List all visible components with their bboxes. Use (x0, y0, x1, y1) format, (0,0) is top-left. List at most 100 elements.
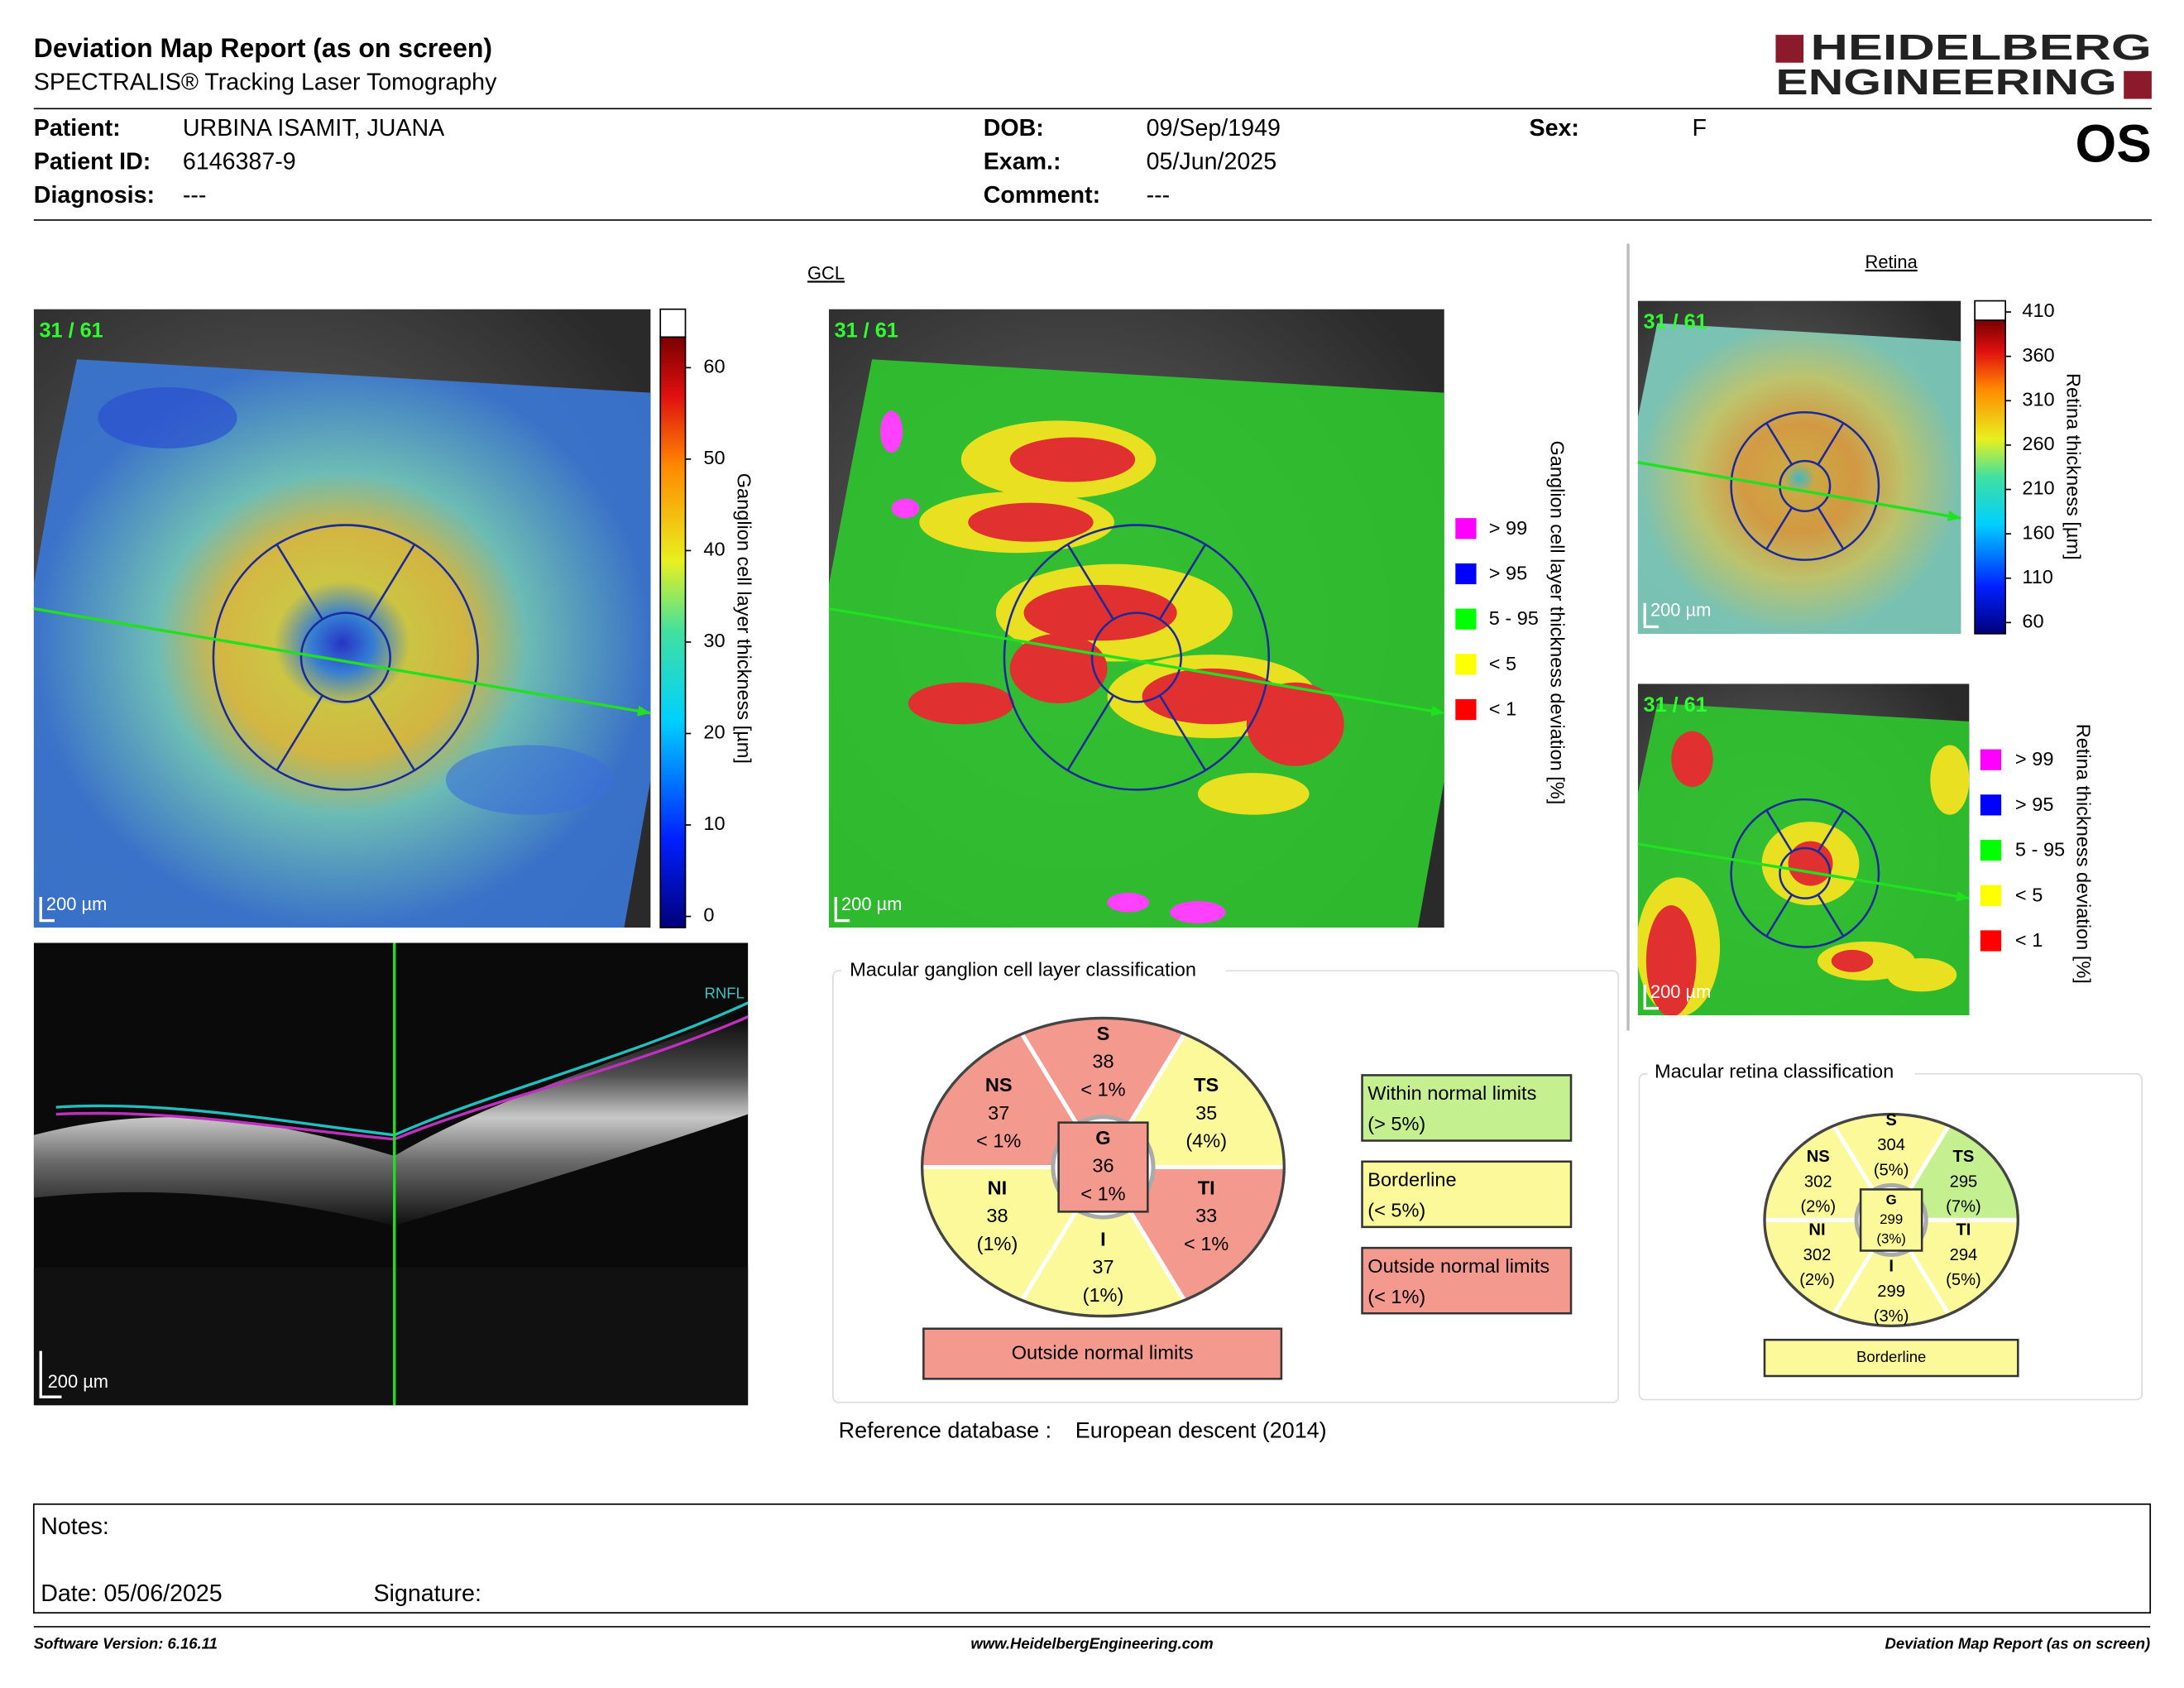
sector-name: TI (1956, 1220, 1971, 1239)
panel-title: Macular ganglion cell layer classificati… (850, 958, 1196, 980)
deviation-area (1170, 901, 1226, 923)
scale-bar (39, 896, 55, 923)
deviation-axis-label: Retina thickness deviation [%] (2073, 724, 2095, 984)
grid-circle (299, 611, 391, 703)
grid-spoke (1066, 544, 1114, 621)
legend-swatch (1980, 930, 2002, 952)
sector-name: NI (1808, 1220, 1825, 1239)
grid-circle (1779, 846, 1832, 899)
colorbar-tick-label: 30 (703, 630, 725, 651)
legend-label: > 95 (1489, 563, 1528, 584)
sector-percent: (5%) (1946, 1271, 1981, 1289)
colorbar-cap (659, 308, 687, 338)
layer-label: RNFL (704, 985, 744, 1002)
scale-label: 200 µm (1650, 981, 1711, 1002)
legend-label: Borderline (1367, 1169, 1456, 1191)
legend-label: < 1 (1489, 698, 1516, 720)
eye-label: OS (2075, 113, 2151, 173)
result-label: Outside normal limits (1012, 1341, 1194, 1363)
patient-info: Patient: URBINA ISAMIT, JUANA Patient ID: 6… (34, 115, 1707, 209)
legend-swatch (1980, 839, 2002, 861)
sector-name: NS (1807, 1148, 1830, 1166)
sector-percent: (7%) (1946, 1198, 1981, 1216)
scan-arrow (1430, 705, 1444, 717)
signature-label: Signature: (373, 1580, 481, 1607)
deviation-area (968, 502, 1094, 542)
grid-spoke (1817, 422, 1845, 466)
scale-bar (39, 1350, 62, 1398)
reference-value: European descent (2014) (1075, 1417, 1327, 1442)
legend-range: (< 1%) (1367, 1286, 1425, 1307)
grid-circle (1730, 410, 1880, 561)
colorbar-tick-label: 20 (703, 722, 725, 743)
result-label: Borderline (1856, 1348, 1926, 1365)
logo-square (2124, 70, 2152, 99)
grid-spoke (275, 694, 323, 771)
scan-line (33, 607, 651, 715)
field-label: Sex: (1530, 115, 1579, 141)
report-subtitle: SPECTRALIS® Tracking Laser Tomography (34, 70, 497, 96)
field-label: Patient: (34, 115, 121, 141)
legend-label: < 5 (2015, 884, 2043, 905)
sector-name: G (1886, 1192, 1897, 1207)
scale-bar (1643, 985, 1660, 1010)
field-value: 09/Sep/1949 (1147, 115, 1281, 141)
sector-name: I (1889, 1257, 1894, 1275)
scale-label: 200 µm (48, 1371, 108, 1392)
sector-name: I (1100, 1229, 1106, 1250)
gcl-thickness-map (33, 309, 651, 928)
sector-value: 38 (1092, 1051, 1114, 1072)
scan-label: 31 / 61 (40, 319, 103, 342)
colorbar-label: Ganglion cell layer thickness [µm] (733, 473, 754, 764)
sector-value: 37 (988, 1102, 1009, 1124)
deviation-area (1009, 437, 1136, 482)
sector-percent: (4%) (1185, 1129, 1227, 1151)
grid-spoke (367, 544, 416, 621)
deviation-area (1142, 668, 1281, 725)
scale-label: 200 µm (1650, 600, 1711, 621)
colorbar-tick-label: 310 (2022, 388, 2054, 410)
legend-label: Within normal limits (1367, 1082, 1536, 1104)
logo-square (1775, 35, 1804, 63)
sector-value: 37 (1092, 1256, 1114, 1278)
sector-value: 302 (1803, 1246, 1832, 1264)
grid-spoke (1817, 506, 1845, 550)
field-label: DOB: (984, 115, 1044, 141)
footer-text: Deviation Map Report (as on screen) (1885, 1635, 2150, 1652)
scale-bar (834, 896, 850, 923)
legend-label: 5 - 95 (2015, 839, 2065, 861)
colorbar-tick-label: 210 (2022, 477, 2054, 499)
sector-value: 33 (1195, 1205, 1217, 1226)
legend-box (1361, 1160, 1573, 1229)
colorbar-label: Retina thickness [µm] (2063, 373, 2085, 560)
legend-swatch (1455, 518, 1477, 539)
colorbar-tick-label: 60 (703, 356, 725, 377)
grid-circle (212, 524, 479, 791)
deviation-area (1671, 731, 1713, 787)
sector-percent: (1%) (1083, 1284, 1124, 1306)
sector-name: G (1095, 1127, 1110, 1149)
sector-percent: (2%) (1800, 1198, 1836, 1216)
reference-label: Reference database : (839, 1417, 1051, 1442)
legend-box (1361, 1246, 1573, 1315)
scan-label: 31 / 61 (1644, 310, 1707, 333)
colorbar-tick-label: 360 (2022, 344, 2054, 366)
grid-spoke (1765, 809, 1794, 853)
sector-percent: (1%) (977, 1233, 1018, 1254)
sector-value: 294 (1950, 1246, 1978, 1264)
sector-percent: < 1% (1080, 1078, 1125, 1100)
colorbar-tick-label: 260 (2022, 433, 2054, 454)
grid-circle (1003, 524, 1271, 791)
legend-swatch (1455, 563, 1477, 585)
deviation-area (1831, 949, 1874, 972)
deviation-area (891, 498, 920, 519)
grid-spoke (1158, 694, 1207, 771)
deviation-area (1887, 958, 1957, 992)
grid-circle (1090, 611, 1182, 703)
legend-swatch (1455, 698, 1477, 721)
field-label: Patient ID: (34, 148, 151, 175)
gcl-deviation-map (828, 309, 1444, 928)
sector-value: 299 (1877, 1283, 1905, 1301)
result-box (922, 1327, 1283, 1380)
grid-spoke (1765, 422, 1794, 466)
